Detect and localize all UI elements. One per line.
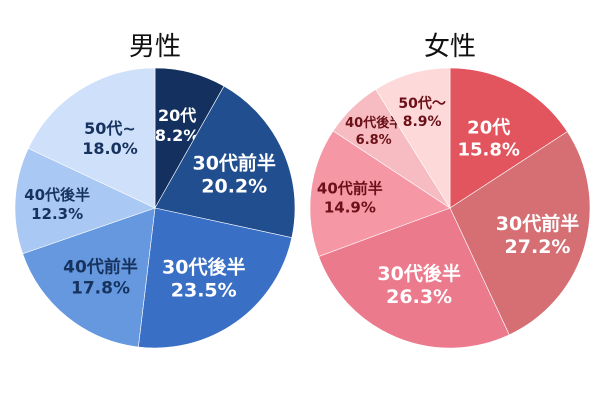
female-pie: 20代 15.8% 30代前半 27.2% 30代後半 26.3% 40代前半 14.9% 40… (309, 67, 591, 349)
pie-slice (375, 67, 451, 210)
slice-label: 20代 15.8% (457, 118, 519, 161)
slice-label: 50代～ 8.9% (398, 95, 445, 130)
slice-label: 30代前半 27.2% (496, 212, 579, 258)
slice-label: 40代前半 14.9% (317, 179, 383, 216)
slice-label: 20代 8.2% (155, 106, 199, 145)
pie-slice (27, 67, 156, 209)
pie-slice (449, 67, 568, 209)
pie-slice (14, 147, 156, 255)
slice-label: 40代前半 17.8% (63, 257, 138, 299)
slice-label: 30代前半 20.2% (192, 152, 275, 198)
pie-slice (154, 85, 296, 239)
pie-slice (137, 207, 293, 349)
pie-slice (309, 130, 451, 257)
slice-label: 40代後半 6.8% (345, 115, 402, 148)
female-chart-title: 女性 (423, 32, 476, 62)
slice-label: 30代後半 23.5% (162, 255, 245, 301)
pie-slice (22, 207, 156, 348)
male-chart-title: 男性 (128, 32, 181, 62)
pie-slice (318, 207, 510, 349)
slice-label: 50代~ 18.0% (82, 119, 138, 158)
male-pie: 20代 8.2% 30代前半 20.2% 30代後半 23.5% 40代前半 17.8% 40代… (14, 67, 296, 349)
slice-label: 30代後半 26.3% (377, 262, 460, 308)
pie-slice (449, 131, 591, 336)
slice-label: 40代後半 12.3% (24, 186, 90, 223)
